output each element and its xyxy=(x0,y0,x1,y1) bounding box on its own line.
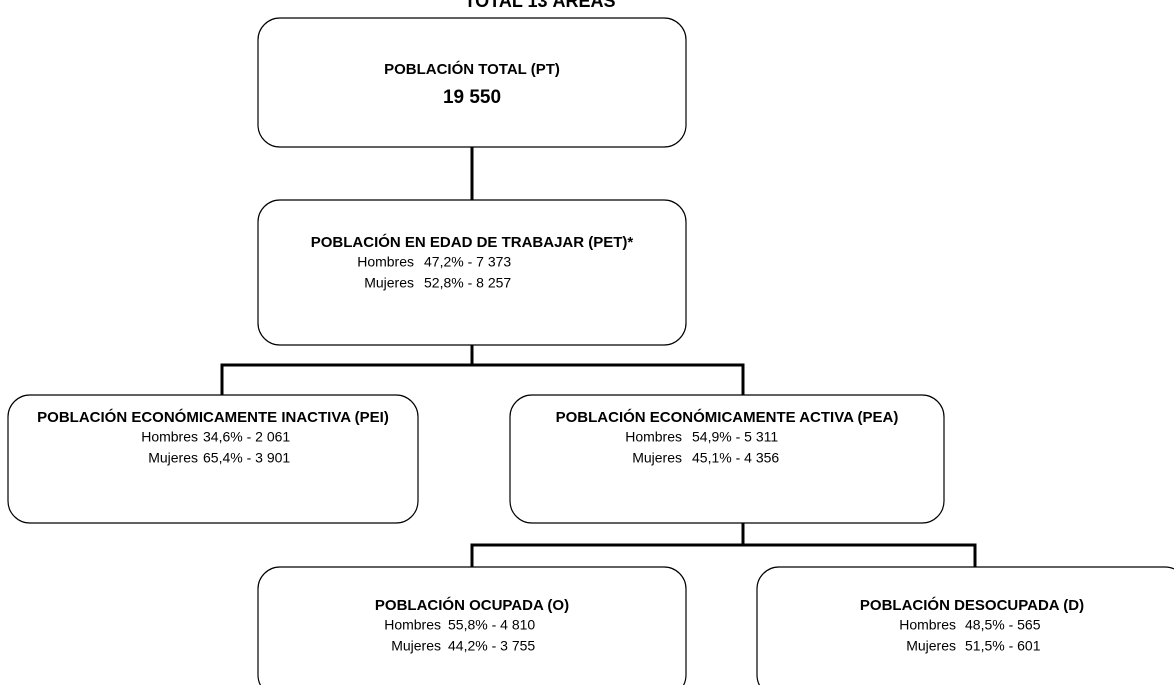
node-box xyxy=(7,394,419,524)
row-value: 48,5% - 565 xyxy=(965,617,1041,633)
node-box xyxy=(257,566,687,685)
node-title: POBLACIÓN DESOCUPADA (D) xyxy=(860,596,1084,614)
diagram-title: TOTAL 13 ÁREAS xyxy=(464,0,615,11)
row-value: 65,4% - 3 901 xyxy=(203,450,290,466)
node-box xyxy=(756,566,1174,685)
node-title: POBLACIÓN OCUPADA (O) xyxy=(375,596,569,614)
row-value: 52,8% - 8 257 xyxy=(424,275,511,291)
row-label: Hombres xyxy=(384,617,441,633)
row-value: 51,5% - 601 xyxy=(965,638,1041,654)
row-label: Mujeres xyxy=(632,450,682,466)
node-title: POBLACIÓN ECONÓMICAMENTE INACTIVA (PEI) xyxy=(37,408,389,426)
row-label: Hombres xyxy=(141,429,198,445)
node-box xyxy=(257,17,687,148)
row-value: 44,2% - 3 755 xyxy=(448,638,535,654)
row-label: Hombres xyxy=(357,254,414,270)
connectors xyxy=(220,147,977,567)
row-label: Mujeres xyxy=(391,638,441,654)
row-label: Mujeres xyxy=(148,450,198,466)
row-value: 34,6% - 2 061 xyxy=(203,429,290,445)
row-label: Hombres xyxy=(899,617,956,633)
node-title: POBLACIÓN ECONÓMICAMENTE ACTIVA (PEA) xyxy=(556,408,899,426)
row-label: Mujeres xyxy=(364,275,414,291)
node-box xyxy=(257,199,687,346)
row-label: Mujeres xyxy=(906,638,956,654)
nodes: POBLACIÓN TOTAL (PT) 19 550 POBLACIÓN EN E… xyxy=(7,17,1174,685)
row-value: 47,2% - 7 373 xyxy=(424,254,511,270)
row-value: 55,8% - 4 810 xyxy=(448,617,535,633)
row-label: Hombres xyxy=(625,429,682,445)
node-title: POBLACIÓN EN EDAD DE TRABAJAR (PET)* xyxy=(311,233,634,251)
row-value: 45,1% - 4 356 xyxy=(692,450,779,466)
node-value: 19 550 xyxy=(443,87,501,108)
row-value: 54,9% - 5 311 xyxy=(692,429,778,445)
node-box xyxy=(509,394,945,524)
node-title: POBLACIÓN TOTAL (PT) xyxy=(384,60,560,78)
